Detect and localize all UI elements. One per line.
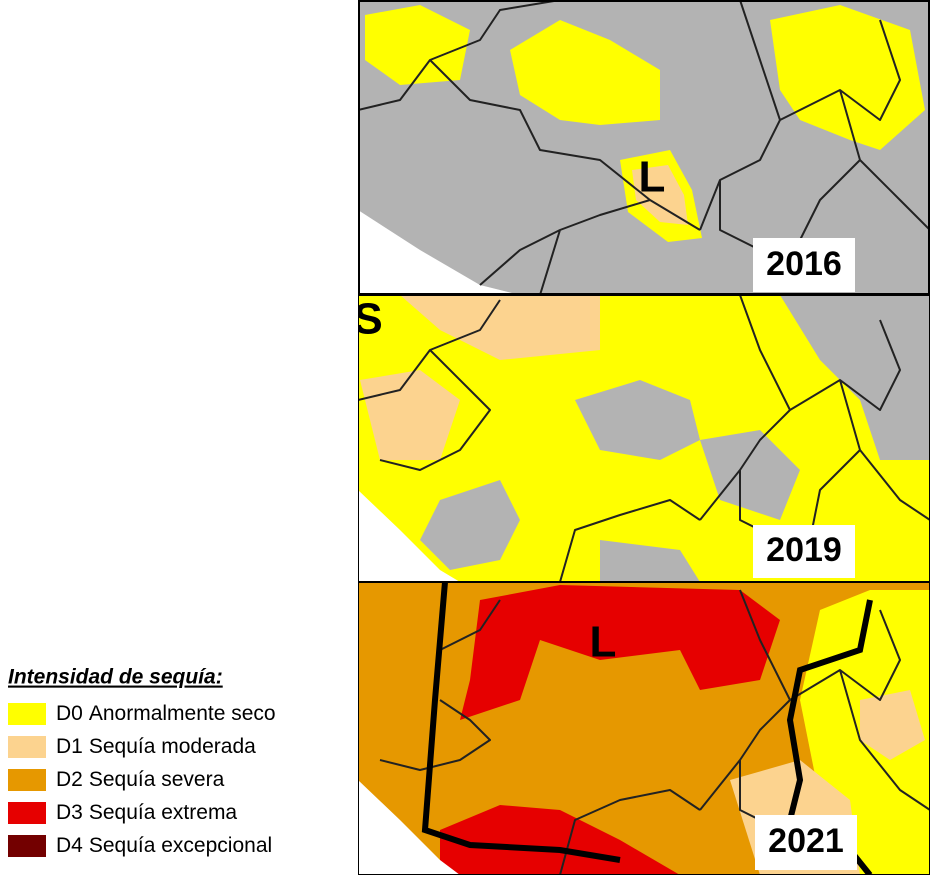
legend-code: D2	[56, 768, 83, 791]
legend-label: Sequía extrema	[89, 801, 238, 824]
legend-title: Intensidad de sequía:	[8, 666, 223, 689]
legend-swatch	[8, 802, 46, 824]
map-2021: L 2021	[358, 582, 930, 875]
legend-code: D4	[56, 834, 83, 857]
map-2016: L 2016	[358, 0, 930, 295]
legend-code: D0	[56, 702, 83, 725]
legend-label: Sequía excepcional	[89, 834, 272, 857]
map-label: S	[353, 295, 382, 344]
legend-code: D3	[56, 801, 83, 824]
legend-swatch	[8, 835, 46, 857]
legend-label: Sequía moderada	[89, 735, 256, 758]
legend-swatch	[8, 703, 46, 725]
year-label: 2019	[766, 531, 842, 569]
legend-label: Sequía severa	[89, 768, 225, 791]
year-label: 2016	[766, 245, 842, 283]
map-label: L	[639, 153, 666, 202]
legend-swatch	[8, 736, 46, 758]
legend-swatch	[8, 769, 46, 791]
legend-entry: D4 Sequía excepcional	[56, 834, 272, 857]
legend-entry: D2 Sequía severa	[56, 768, 225, 791]
legend-entry: D3 Sequía extrema	[56, 801, 237, 824]
legend-code: D1	[56, 735, 83, 758]
legend-entry: D1 Sequía moderada	[56, 735, 256, 758]
legend-label: Anormalmente seco	[89, 702, 276, 725]
year-label: 2021	[768, 822, 844, 860]
legend: Intensidad de sequía: D0 Anormalmente sec…	[8, 666, 276, 857]
map-label: L	[590, 618, 617, 667]
map-2019: S 2019	[353, 295, 930, 582]
legend-entry: D0 Anormalmente seco	[56, 702, 276, 725]
